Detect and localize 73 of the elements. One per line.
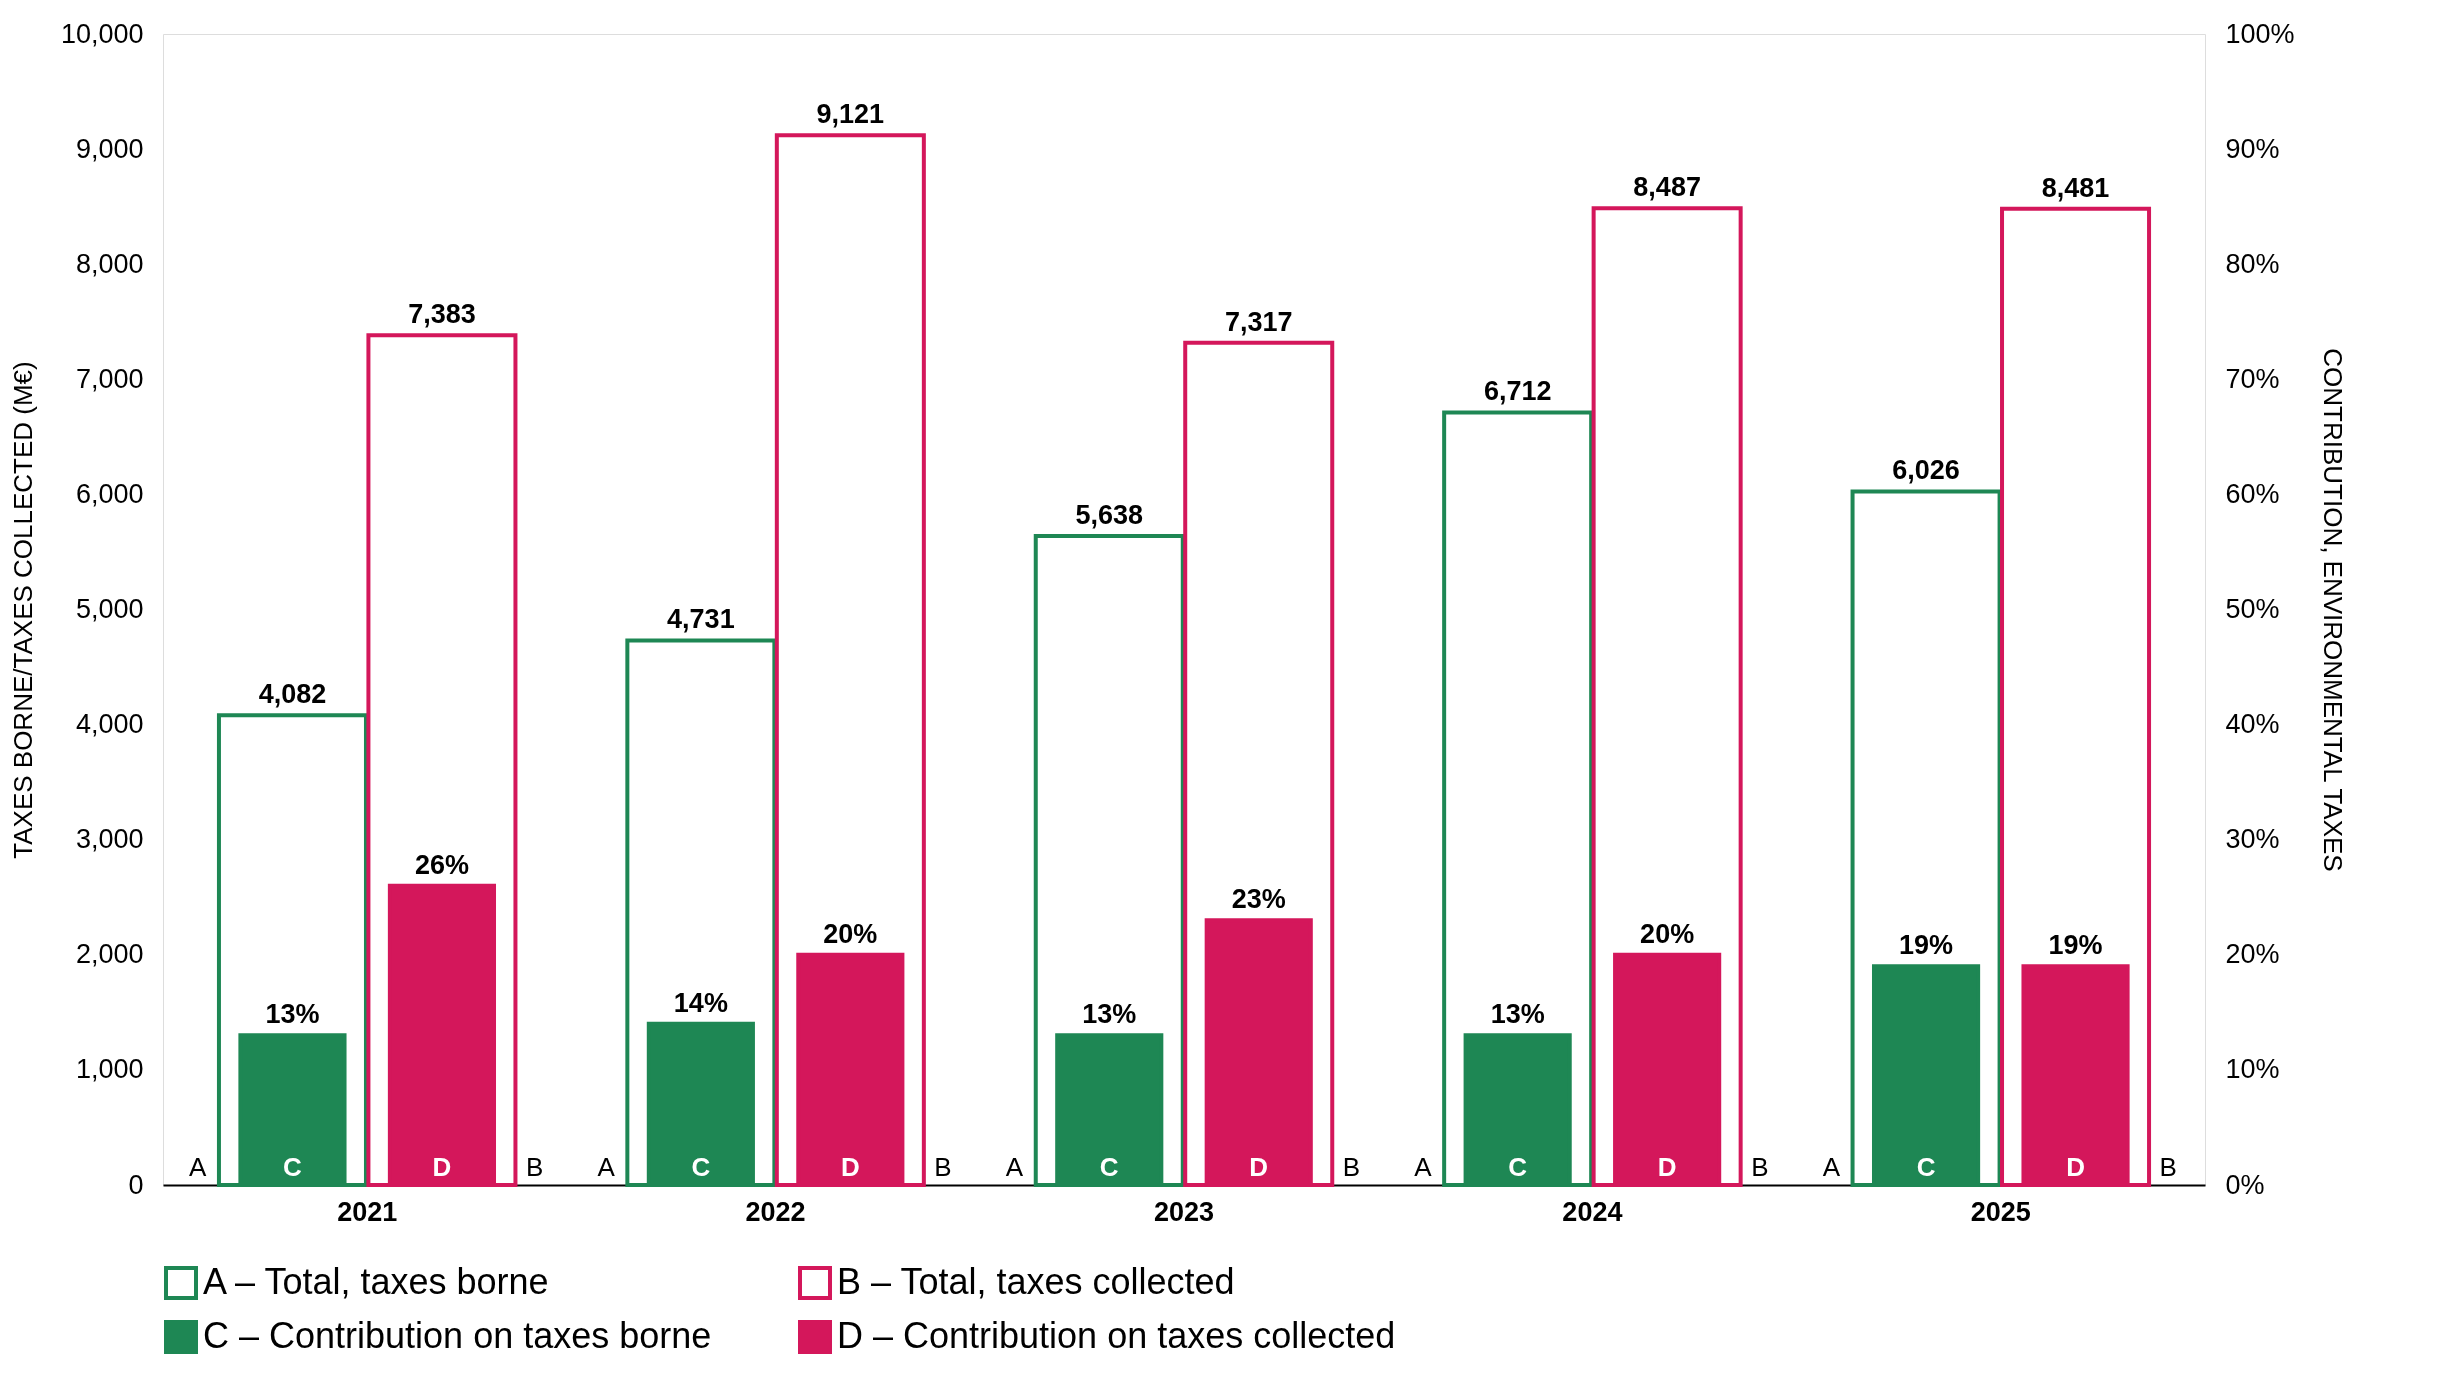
data-label: 7,383 [408,299,476,330]
annotation: B [2159,1152,2177,1182]
data-label: 19% [1899,930,1954,961]
annotation: C [1508,1152,1528,1182]
annotation: C [283,1152,303,1182]
data-label: 5,638 [1075,500,1144,531]
annotation: A [1822,1152,1841,1182]
y-tick-label: 8,000 [75,248,144,279]
x-tick-label: 2023 [1153,1196,1215,1227]
y2-tick-label: 50% [2225,594,2280,624]
data-label: 4,082 [258,679,327,710]
x-tick-label: 2024 [1562,1196,1623,1227]
y2-tick-label: 40% [2225,709,2280,740]
annotation: B [525,1152,544,1182]
annotation: B [1342,1152,1361,1182]
legend-label: D – Contribution on taxes collected [837,1315,1396,1356]
y-tick-label: 7,000 [75,363,144,394]
annotation: A [189,1152,208,1182]
x-tick-label: 2025 [1970,1196,2031,1227]
y2-tick-label: 0% [2225,1169,2265,1200]
data-label: 8,481 [2041,172,2110,203]
annotation: D [840,1152,860,1182]
data-label: 26% [414,849,469,880]
data-label: 13% [1490,999,1545,1030]
y2-tick-label: 80% [2225,248,2280,279]
y-tick-label: 2,000 [75,939,144,970]
annotation: C [1099,1152,1119,1182]
data-label: 20% [823,918,878,949]
data-label: 13% [265,999,320,1030]
annotation: A [1005,1152,1024,1182]
legend-label: A – Total, taxes borne [203,1261,549,1302]
y-tick-label: 1,000 [75,1054,144,1085]
y2-tick-label: 70% [2225,363,2280,394]
annotation: D [432,1152,452,1182]
y2-tick-label: 60% [2225,478,2280,509]
y2-tick-label: 90% [2225,133,2280,164]
legend-label: B – Total, taxes collected [837,1261,1235,1302]
data-label: 20% [1640,918,1695,949]
annotation: D [2066,1152,2085,1182]
x-tick-label: 2021 [337,1196,398,1227]
y-tick-label: 9,000 [75,133,144,164]
data-label: 8,487 [1633,172,1701,203]
y-tick-label: 10,000 [60,18,144,49]
y2-tick-label: 30% [2225,824,2280,855]
data-label: 4,731 [667,604,735,635]
annotation: A [597,1152,616,1182]
data-label: 7,317 [1224,306,1293,337]
y-tick-label: 3,000 [75,824,144,855]
annotation: C [1916,1152,1936,1182]
y2-axis-title: CONTRIBUTION, ENVIRONMENTAL TAXES [2317,348,2348,872]
y2-tick-label: 20% [2225,939,2280,970]
y-axis-title: TAXES BORNE/TAXES COLLECTED (M€) [7,361,38,859]
y-tick-label: 5,000 [75,594,144,624]
x-tick-label: 2022 [745,1196,806,1227]
legend-label: C – Contribution on taxes borne [203,1315,712,1356]
y-tick-label: 0 [128,1169,144,1200]
annotation: A [1414,1152,1433,1182]
y2-tick-label: 100% [2225,18,2295,49]
y-tick-label: 4,000 [75,709,144,740]
data-label: 19% [2048,930,2103,961]
annotation: C [691,1152,711,1182]
annotation: D [1249,1152,1269,1182]
data-label: 6,712 [1483,376,1552,407]
data-label: 23% [1231,884,1286,915]
annotation: B [1751,1152,1769,1182]
data-label: 6,026 [1892,455,1960,486]
data-label: 13% [1082,999,1137,1030]
data-label: 9,121 [816,99,885,130]
annotation: D [1657,1152,1677,1182]
y-tick-label: 6,000 [75,478,144,509]
data-label: 14% [673,987,728,1018]
annotation: B [934,1152,952,1182]
y2-tick-label: 10% [2225,1054,2280,1085]
